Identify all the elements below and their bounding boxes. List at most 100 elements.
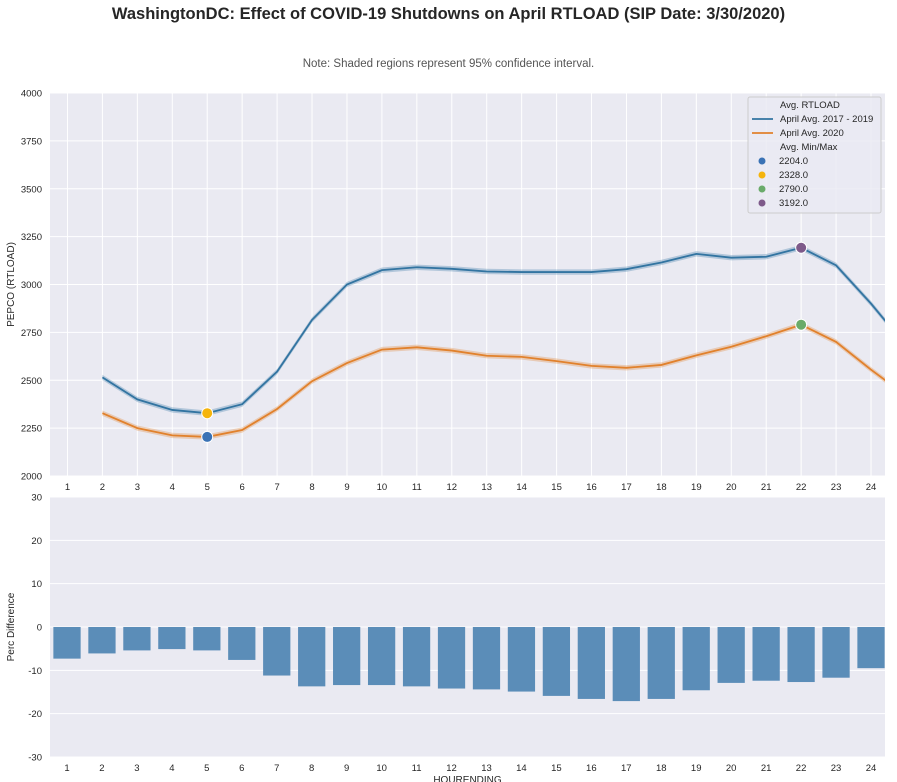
x-tick-label: 18 (656, 763, 667, 774)
x-tick-label: 17 (621, 763, 632, 774)
bar (193, 627, 221, 651)
legend-label: April Avg. 2020 (780, 128, 844, 139)
y-tick-label: 10 (31, 579, 42, 590)
x-tick-label: 3 (135, 482, 140, 493)
x-tick-label: 4 (169, 763, 174, 774)
x-tick-label: 11 (412, 482, 422, 493)
bar (507, 627, 536, 692)
x-tick-label: 19 (691, 763, 702, 774)
x-tick-label: 7 (274, 763, 279, 774)
x-tick-label: 16 (586, 482, 597, 493)
min-max-point (201, 407, 214, 420)
y-tick-label: 2750 (21, 328, 42, 339)
bar (333, 627, 361, 686)
legend-label: April Avg. 2017 - 2019 (780, 114, 873, 125)
x-tick-label: 2 (99, 763, 104, 774)
x-tick-label: 14 (516, 763, 527, 774)
min-max-point (201, 430, 214, 443)
bar (263, 627, 291, 676)
bar (612, 627, 640, 702)
legend-title-points: Avg. Min/Max (780, 142, 838, 153)
x-tick-label: 7 (274, 482, 279, 493)
x-tick-label: 2 (100, 482, 105, 493)
y-tick-label: 3750 (21, 136, 42, 147)
x-tick-label: 14 (516, 482, 527, 493)
x-tick-label: 20 (726, 763, 737, 774)
y-tick-label: 0 (37, 623, 42, 634)
x-tick-label: 5 (205, 482, 210, 493)
x-tick-label: 16 (586, 763, 597, 774)
bar (717, 627, 745, 683)
legend-label: 2790.0 (779, 184, 808, 195)
x-tick-label: 11 (412, 763, 422, 774)
x-tick-label: 21 (761, 763, 772, 774)
x-tick-label: 4 (170, 482, 175, 493)
bar (577, 627, 605, 699)
bar (472, 627, 501, 690)
min-max-point (795, 241, 808, 254)
bar (367, 627, 396, 686)
x-tick-label: 10 (377, 482, 388, 493)
series-line (102, 323, 885, 438)
x-tick-label: 8 (309, 482, 314, 493)
bar (752, 627, 780, 681)
x-tick-label: 20 (726, 482, 737, 493)
legend-label: 2328.0 (779, 170, 808, 181)
x-tick-label: 18 (656, 482, 667, 493)
y-tick-label: 20 (31, 536, 42, 547)
bar (123, 627, 151, 651)
y-tick-label: -10 (28, 666, 42, 677)
legend-label: 2204.0 (779, 156, 808, 167)
figure-title: WashingtonDC: Effect of COVID-19 Shutdow… (111, 5, 786, 23)
bar (228, 627, 256, 660)
x-tick-label: 9 (344, 763, 349, 774)
x-tick-label: 6 (240, 482, 245, 493)
y-tick-label: -30 (28, 753, 42, 764)
y-axis-label: PEPCO (RTLOAD) (6, 242, 17, 327)
y-tick-label: 30 (31, 493, 42, 504)
bar (787, 627, 815, 683)
x-tick-label: 9 (344, 482, 349, 493)
legend-point-swatch (758, 185, 766, 193)
x-tick-label: 24 (866, 482, 877, 493)
y-tick-label: 2000 (21, 472, 42, 483)
legend-box (747, 96, 882, 214)
x-tick-label: 22 (796, 482, 807, 493)
bar (822, 627, 850, 678)
x-tick-label: 1 (65, 482, 70, 493)
x-tick-label: 22 (796, 763, 807, 774)
bar (53, 627, 81, 659)
bar (402, 627, 431, 687)
x-tick-label: 3 (134, 763, 139, 774)
x-tick-label: 13 (481, 482, 492, 493)
legend-point-swatch (758, 157, 766, 165)
bar (437, 627, 466, 689)
bar (88, 627, 116, 654)
x-tick-label: 21 (761, 482, 772, 493)
y-tick-label: 4000 (21, 89, 42, 100)
x-axis-label: HOURENDING (433, 775, 502, 782)
x-tick-label: 15 (551, 763, 562, 774)
x-tick-label: 6 (239, 763, 244, 774)
bar (542, 627, 571, 696)
x-tick-label: 1 (64, 763, 69, 774)
x-tick-label: 23 (831, 763, 842, 774)
x-tick-label: 23 (831, 482, 842, 493)
figure-note: Note: Shaded regions represent 95% confi… (302, 58, 595, 70)
series-line (101, 246, 885, 415)
x-tick-label: 24 (866, 763, 877, 774)
y-tick-label: 3500 (21, 184, 42, 195)
y-tick-label: 2500 (21, 376, 42, 387)
top-series-group (101, 241, 885, 443)
x-tick-label: 17 (621, 482, 632, 493)
y-tick-label: 2250 (21, 424, 42, 435)
x-tick-label: 5 (204, 763, 209, 774)
legend-point-swatch (758, 199, 766, 207)
y-tick-label: 3000 (21, 280, 42, 291)
x-tick-label: 12 (446, 763, 457, 774)
bar (158, 627, 186, 650)
bar (298, 627, 326, 687)
y-axis-label: Perc Difference (6, 592, 17, 661)
